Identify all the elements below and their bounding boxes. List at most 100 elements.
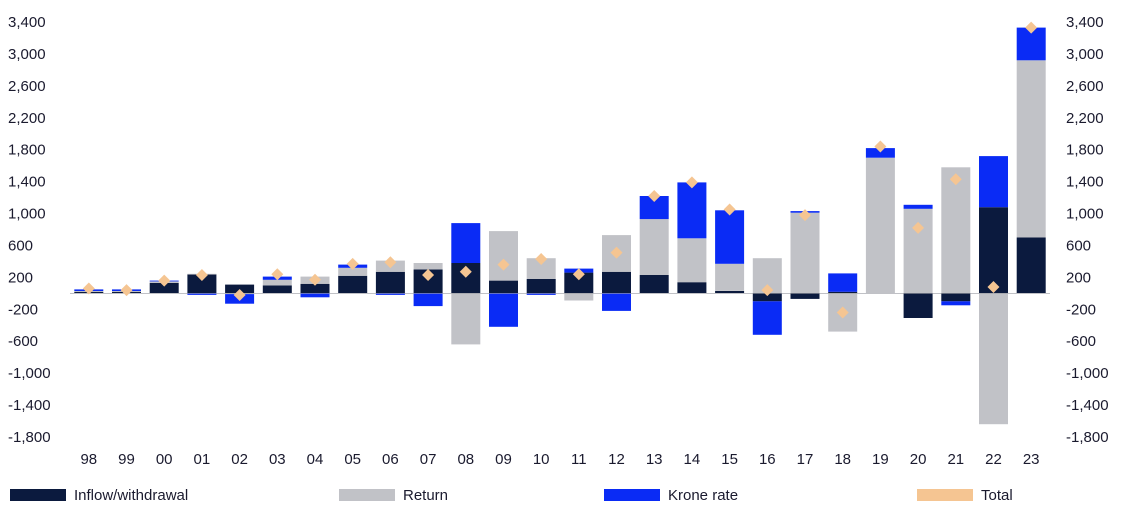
total-marker-16 (761, 284, 774, 297)
legend-label-inflow: Inflow/withdrawal (74, 486, 189, 504)
total-markers-group (82, 21, 1038, 319)
total-marker-19 (874, 140, 887, 153)
bar-krone-rate-01 (187, 293, 217, 295)
total-marker-03 (271, 268, 284, 281)
total-marker-21 (949, 173, 962, 186)
y-tick-label-left: 2,200 (8, 110, 46, 127)
total-marker-15 (723, 203, 736, 216)
bar-krone-rate-19 (865, 148, 895, 158)
total-marker-06 (384, 256, 397, 269)
total-marker-12 (610, 246, 623, 259)
y-tick-label-left: 3,400 (8, 14, 46, 31)
bar-inflow-withdrawal-06 (375, 271, 405, 294)
bar-return-10 (526, 258, 556, 279)
bar-inflow-withdrawal-13 (639, 275, 669, 294)
bar-krone-rate-08 (451, 223, 481, 263)
bar-inflow-withdrawal-15 (715, 291, 745, 294)
y-tick-label-right: -1,800 (1066, 429, 1109, 446)
legend-swatch-krone-rate (604, 489, 660, 501)
bar-inflow-withdrawal-10 (526, 279, 556, 294)
y-tick-label-left: 1,800 (8, 142, 46, 159)
y-tick-label-right: -1,000 (1066, 365, 1109, 382)
x-axis: 98 99 00 01 02 03 04 05 06 07 08 09 10 11 12 13 14 15 16 17… (80, 451, 1039, 468)
legend-label-krone-rate: Krone rate (668, 486, 739, 504)
legend-item-total: Total (917, 484, 1013, 506)
x-tick-label: 98 (80, 451, 97, 468)
x-tick-label: 01 (194, 451, 211, 468)
x-tick-label: 10 (533, 451, 550, 468)
x-tick-label: 00 (156, 451, 173, 468)
total-marker-18 (836, 306, 849, 319)
y-tick-label-left: -600 (8, 333, 38, 350)
bar-krone-rate-15 (715, 210, 745, 264)
total-marker-04 (309, 273, 321, 286)
y-tick-label-right: 600 (1066, 237, 1091, 254)
y-tick-label-right: 1,800 (1066, 142, 1104, 159)
x-tick-label: 07 (420, 451, 437, 468)
x-tick-label: 18 (834, 451, 851, 468)
bar-krone-rate-12 (602, 293, 631, 311)
bar-return-08 (451, 293, 481, 345)
bar-return-23 (1016, 60, 1046, 238)
x-tick-label: 06 (382, 451, 399, 468)
total-marker-02 (233, 288, 246, 301)
bar-inflow-withdrawal-04 (300, 283, 330, 294)
bar-krone-rate-09 (489, 293, 518, 327)
y-tick-label-left: -1,800 (8, 429, 51, 446)
bar-inflow-withdrawal-20 (903, 293, 933, 318)
x-tick-label: 12 (608, 451, 625, 468)
total-marker-11 (572, 268, 585, 281)
total-marker-20 (912, 221, 925, 234)
bar-return-17 (790, 212, 820, 294)
bar-krone-rate-10 (526, 293, 556, 295)
stacked-bar-chart: 3,400 3,000 2,600 2,200 1,800 1,400 1,000 600 20… (8, 14, 1109, 468)
y-tick-label-left: 3,000 (8, 46, 46, 63)
bar-inflow-withdrawal-12 (602, 271, 631, 294)
x-tick-label: 09 (495, 451, 512, 468)
y-tick-label-left: 600 (8, 237, 33, 254)
y-axis-left: 3,400 3,000 2,600 2,200 1,800 1,400 1,000 600 20… (8, 14, 51, 446)
y-tick-label-left: -1,400 (8, 397, 51, 414)
x-tick-label: 13 (646, 451, 663, 468)
bar-return-03 (262, 279, 292, 286)
bar-inflow-withdrawal-03 (262, 285, 292, 294)
bar-inflow-withdrawal-18 (828, 291, 858, 294)
total-marker-08 (459, 265, 472, 278)
bar-return-19 (865, 157, 895, 294)
bar-inflow-withdrawal-07 (413, 269, 443, 294)
bar-return-21 (941, 167, 971, 294)
x-tick-label: 03 (269, 451, 286, 468)
bar-inflow-withdrawal-16 (752, 293, 782, 302)
legend-label-total: Total (981, 486, 1013, 504)
y-tick-label-right: -1,400 (1066, 397, 1109, 414)
legend-swatch-return (339, 489, 395, 501)
x-tick-label: 14 (684, 451, 701, 468)
x-tick-label: 19 (872, 451, 889, 468)
total-marker-00 (158, 274, 171, 287)
x-tick-label: 02 (231, 451, 248, 468)
x-tick-label: 11 (571, 451, 587, 468)
x-tick-label: 05 (344, 451, 361, 468)
total-marker-14 (685, 176, 698, 189)
total-marker-22 (987, 280, 1000, 293)
bar-krone-rate-21 (941, 301, 971, 306)
y-tick-label-right: -200 (1066, 301, 1096, 318)
legend-item-krone-rate: Krone rate (604, 484, 738, 506)
y-tick-label-right: 1,400 (1066, 174, 1104, 191)
x-tick-label: 20 (910, 451, 927, 468)
y-tick-label-right: 3,000 (1066, 46, 1104, 63)
bar-inflow-withdrawal-23 (1016, 237, 1046, 294)
bar-inflow-withdrawal-05 (338, 275, 368, 294)
total-marker-98 (82, 282, 95, 295)
x-tick-label: 04 (307, 451, 324, 468)
legend-swatch-total (917, 489, 973, 501)
total-marker-07 (422, 268, 435, 281)
bar-inflow-withdrawal-22 (979, 207, 1008, 294)
y-tick-label-left: 2,600 (8, 78, 46, 95)
y-tick-label-left: -1,000 (8, 365, 51, 382)
y-tick-label-left: 1,400 (8, 174, 46, 191)
bar-inflow-withdrawal-17 (790, 293, 820, 299)
bars-group (70, 27, 1050, 425)
bar-krone-rate-07 (413, 293, 443, 307)
